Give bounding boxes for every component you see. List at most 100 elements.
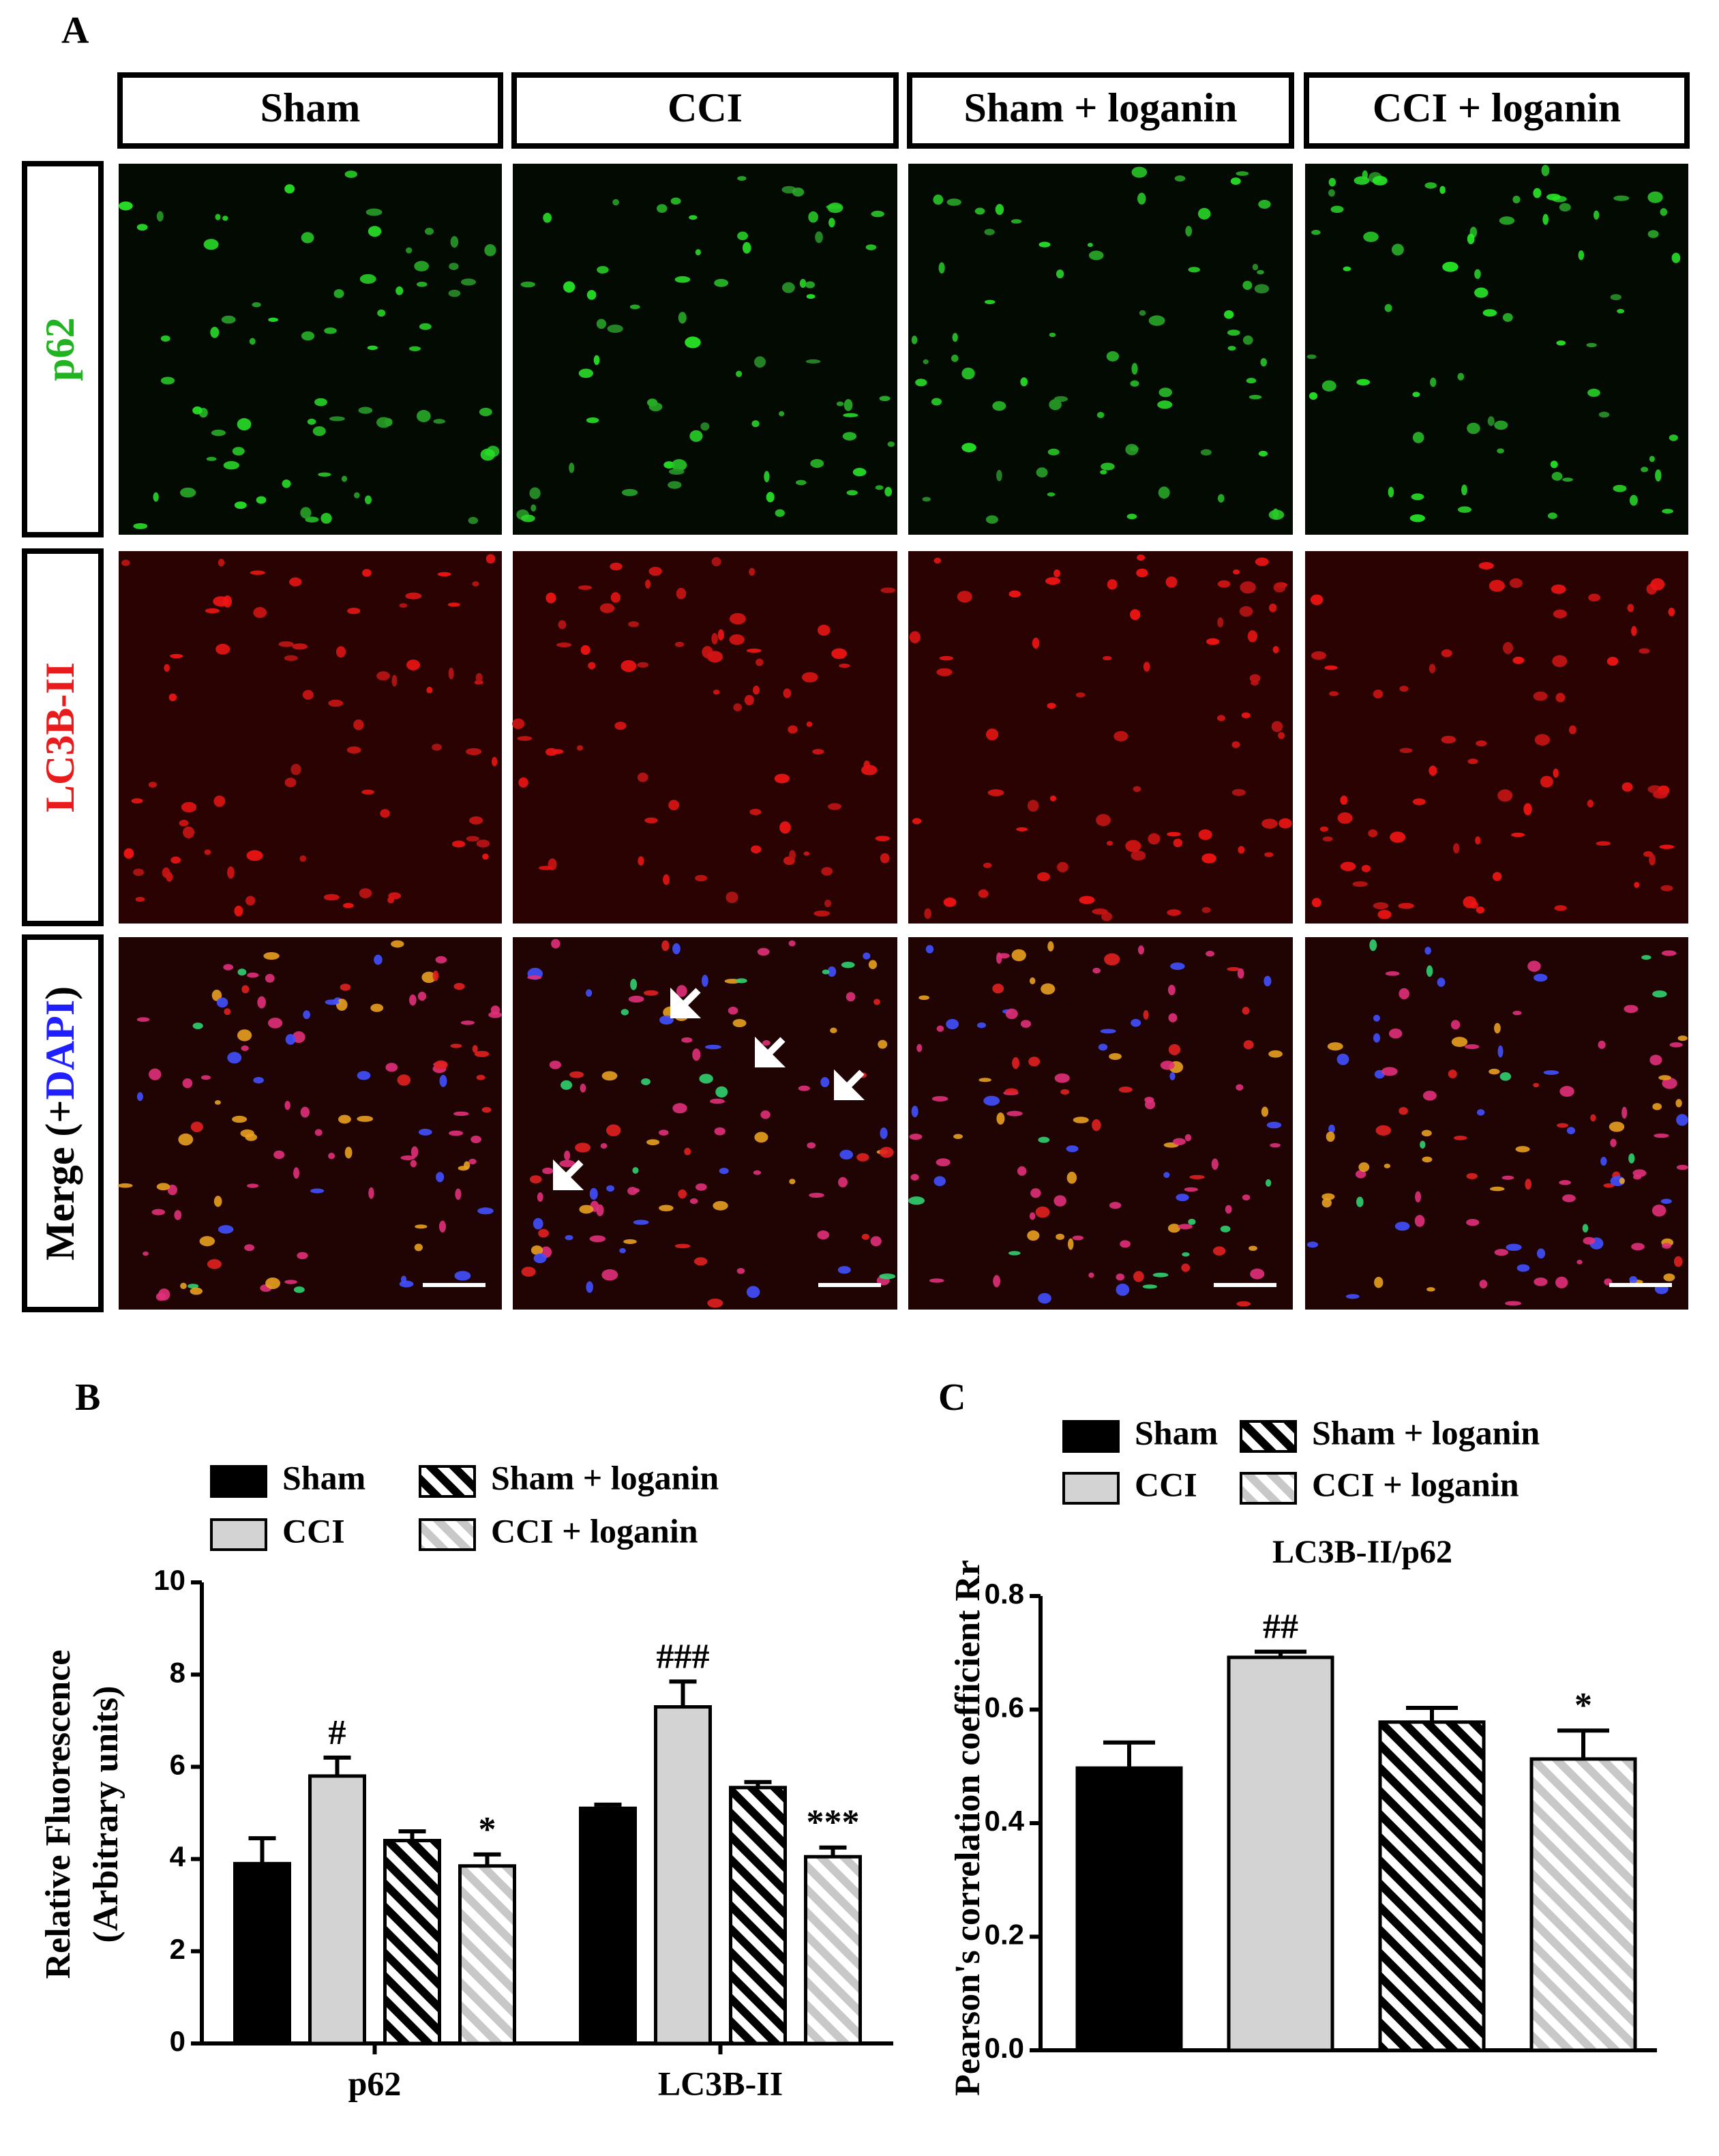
cell xyxy=(1181,1263,1191,1272)
y-tick-label: 0.6 xyxy=(985,1692,1024,1724)
cell xyxy=(1587,799,1594,808)
cell xyxy=(922,497,931,502)
cell xyxy=(223,461,239,470)
cell xyxy=(213,1196,222,1207)
cell xyxy=(284,655,298,662)
cell xyxy=(1429,664,1436,674)
cell xyxy=(1173,1138,1186,1145)
cell xyxy=(744,694,754,706)
cell xyxy=(559,1160,576,1168)
cell xyxy=(284,778,297,788)
cell xyxy=(648,402,663,411)
cell xyxy=(726,891,738,904)
row-label-box xyxy=(22,548,104,926)
cell xyxy=(1159,387,1173,398)
cell xyxy=(511,718,525,729)
cell xyxy=(263,952,280,960)
cell xyxy=(1032,637,1040,649)
cell xyxy=(521,514,535,522)
cell xyxy=(1126,514,1137,520)
cell xyxy=(268,317,279,322)
cell xyxy=(996,952,1002,964)
cell xyxy=(648,566,662,576)
cell xyxy=(1047,448,1060,456)
cell xyxy=(674,1243,691,1249)
cell xyxy=(278,641,294,647)
cell xyxy=(307,418,316,425)
legend-swatch xyxy=(1062,1420,1120,1453)
cell xyxy=(952,333,958,342)
cell xyxy=(880,853,890,863)
cell xyxy=(1633,1175,1642,1180)
legend-label: Sham xyxy=(282,1458,365,1496)
cell xyxy=(754,1132,768,1143)
y-tick-label: 0 xyxy=(170,2025,185,2057)
cell xyxy=(856,1153,869,1162)
cell xyxy=(1363,231,1379,242)
cell xyxy=(1264,852,1274,857)
cell xyxy=(936,668,953,677)
cell xyxy=(1255,557,1269,566)
cell xyxy=(749,567,756,576)
cell xyxy=(983,862,992,868)
cell xyxy=(1358,1162,1370,1172)
cell xyxy=(312,426,326,437)
cell xyxy=(300,1106,310,1118)
legend-swatch xyxy=(419,1465,476,1498)
cell xyxy=(1494,420,1508,430)
cell xyxy=(668,469,685,475)
micrograph xyxy=(908,164,1293,535)
cell xyxy=(1450,1020,1461,1030)
cell xyxy=(939,655,954,661)
cell xyxy=(1534,973,1548,982)
cell xyxy=(1649,853,1656,866)
cell xyxy=(1261,818,1278,829)
cell xyxy=(1279,818,1292,829)
cell xyxy=(702,646,713,659)
cell xyxy=(222,595,233,608)
cell xyxy=(827,203,843,213)
cell xyxy=(341,475,348,482)
cell xyxy=(820,1077,830,1088)
cell xyxy=(1311,651,1327,660)
cell xyxy=(1624,1005,1639,1014)
cell xyxy=(300,507,312,519)
cell xyxy=(221,315,236,324)
cell xyxy=(530,1245,543,1255)
cell xyxy=(1167,831,1181,837)
micrograph xyxy=(513,937,897,1310)
cell xyxy=(1176,1194,1189,1202)
cell xyxy=(762,1040,771,1046)
cell xyxy=(1373,1033,1381,1043)
cell xyxy=(1125,840,1141,853)
cell xyxy=(1613,484,1627,492)
cell xyxy=(1321,1193,1335,1200)
cell xyxy=(1343,266,1351,271)
cell xyxy=(1220,1225,1231,1232)
cell xyxy=(451,840,466,848)
cell xyxy=(586,290,597,300)
cell xyxy=(1231,788,1246,796)
cell xyxy=(1278,732,1285,739)
cell xyxy=(1525,1179,1532,1190)
cell xyxy=(1113,730,1128,741)
cell xyxy=(285,1034,296,1045)
cell xyxy=(1053,1195,1066,1207)
cell xyxy=(426,686,433,694)
cell xyxy=(1118,1087,1133,1093)
cell xyxy=(1556,1123,1569,1128)
cell xyxy=(1465,1044,1480,1050)
cell xyxy=(676,985,687,997)
cell xyxy=(802,672,818,683)
cell xyxy=(810,458,824,468)
cell xyxy=(1258,450,1268,457)
row-label-part: p62 xyxy=(38,317,83,381)
cell xyxy=(320,512,332,524)
cell xyxy=(474,680,483,685)
cell xyxy=(521,1267,536,1277)
cell xyxy=(576,745,584,751)
cell xyxy=(325,999,340,1005)
cell xyxy=(1356,379,1371,386)
cell xyxy=(418,1128,432,1136)
